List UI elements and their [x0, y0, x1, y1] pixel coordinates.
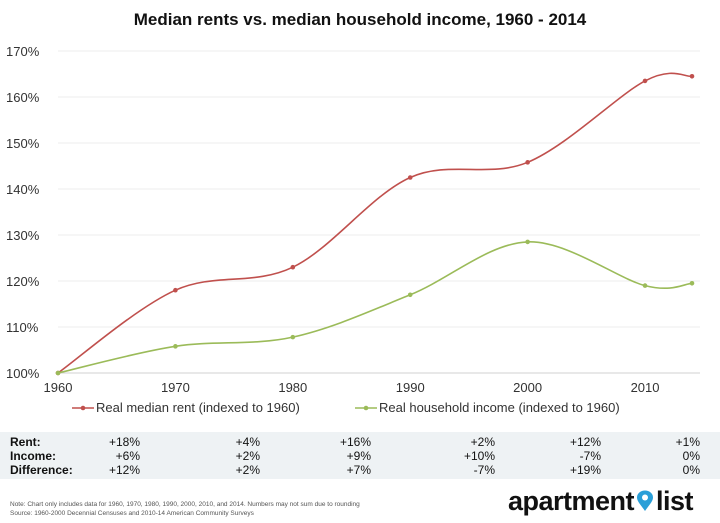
x-tick-label: 1990: [396, 380, 425, 395]
data-point: [689, 281, 695, 286]
table-cell: +2%: [235, 463, 260, 477]
table-cell: -7%: [579, 449, 601, 463]
map-pin-icon: [637, 490, 654, 511]
y-tick-label: 140%: [6, 182, 40, 197]
table-row: Rent: +18% +4% +16% +2% +12% +1%: [0, 435, 720, 449]
y-tick-label: 170%: [6, 44, 40, 59]
table-row: Difference: +12% +2% +7% -7% +19% 0%: [0, 463, 720, 477]
series-line-1: [57, 241, 693, 374]
table-cell: +19%: [569, 463, 601, 477]
change-table: Rent: +18% +4% +16% +2% +12% +1% Income: +6% +2% +…: [0, 432, 720, 479]
footnote: Note: Chart only includes data for 1960,…: [10, 500, 360, 518]
table-cell: +1%: [675, 435, 700, 449]
note-text: Note: Chart only includes data for 1960,…: [10, 501, 360, 508]
table-cell: +10%: [463, 449, 495, 463]
table-cell: +12%: [569, 435, 601, 449]
table-cell: +6%: [115, 449, 140, 463]
y-tick-label: 150%: [6, 136, 40, 151]
table-cell: +12%: [108, 463, 140, 477]
logo-text-list: list: [656, 486, 694, 516]
table-cell: +2%: [470, 435, 495, 449]
data-point: [290, 264, 296, 270]
data-point: [55, 370, 61, 376]
row-label: Rent:: [10, 435, 41, 449]
table-cell: +7%: [346, 463, 371, 477]
legend-marker: [80, 405, 86, 411]
chart-title: Median rents vs. median household income…: [133, 10, 587, 29]
table-cell: +2%: [235, 449, 260, 463]
data-point: [407, 175, 413, 180]
table-cell: +16%: [339, 435, 371, 449]
apartment-list-logo: apartment list: [508, 486, 694, 517]
y-tick-label: 130%: [6, 228, 40, 243]
x-tick-label: 1960: [44, 380, 73, 395]
y-tick-label: 100%: [6, 366, 40, 381]
legend-label: Real median rent (indexed to 1960): [96, 400, 300, 415]
row-label: Income:: [10, 449, 57, 463]
source-text: Source: 1960-2000 Decennial Censuses and…: [10, 510, 254, 517]
x-tick-label: 2010: [631, 380, 660, 395]
data-point: [173, 344, 178, 349]
y-tick-label: 120%: [6, 274, 40, 289]
legend-label: Real household income (indexed to 1960): [379, 400, 620, 415]
data-point: [525, 239, 530, 245]
table-row: Income: +6% +2% +9% +10% -7% 0%: [0, 449, 720, 463]
data-point: [689, 74, 695, 79]
table-cell: 0%: [682, 449, 700, 463]
data-point: [173, 287, 178, 293]
row-label: Difference:: [10, 463, 73, 477]
logo-text-apartment: apartment: [508, 486, 635, 516]
x-tick-label: 1980: [278, 380, 307, 395]
data-point: [290, 334, 296, 340]
table-cell: 0%: [682, 463, 700, 477]
x-tick-label: 2000: [513, 380, 542, 395]
data-point: [525, 160, 530, 165]
table-cell: +18%: [108, 435, 140, 449]
line-chart: 100% 110% 120% 130% 140% 150% 160% 170% 1960 1970…: [6, 44, 700, 415]
y-tick-label: 160%: [6, 90, 40, 105]
table-cell: -7%: [473, 463, 495, 477]
y-tick-label: 110%: [6, 320, 39, 335]
legend-marker: [363, 405, 369, 411]
table-cell: +4%: [235, 435, 260, 449]
data-point: [642, 283, 648, 288]
data-point: [407, 292, 413, 298]
series-line-0: [57, 72, 693, 374]
x-tick-label: 1970: [161, 380, 190, 395]
table-cell: +9%: [346, 449, 371, 463]
data-point: [642, 78, 648, 84]
